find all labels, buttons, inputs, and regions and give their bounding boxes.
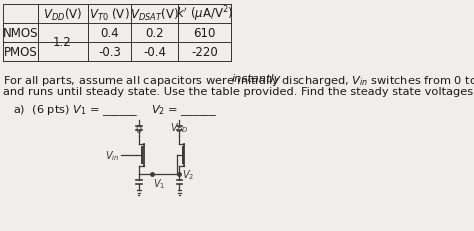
Text: -0.4: -0.4 [143,46,166,59]
Text: 1.2: 1.2 [53,36,72,49]
Text: 0.2: 0.2 [146,27,164,40]
Text: $V_{DD}$: $V_{DD}$ [170,121,189,134]
Text: $V_{T0}$ (V): $V_{T0}$ (V) [89,6,130,22]
Text: 0: 0 [136,125,142,134]
Text: -0.3: -0.3 [98,46,121,59]
Text: $V_2$: $V_2$ [182,167,194,181]
Text: -220: -220 [191,46,218,59]
Text: 610: 610 [193,27,216,40]
Text: $V_{in}$: $V_{in}$ [105,149,119,162]
Text: $V_1$: $V_1$ [154,176,166,190]
Text: $k'$ ($\mu$A/V$^2$): $k'$ ($\mu$A/V$^2$) [176,5,234,24]
Text: a)  (6 pts) $V_1$ = ______    $V_2$ = ______: a) (6 pts) $V_1$ = ______ $V_2$ = ______ [12,103,217,117]
Text: instantly: instantly [232,74,282,84]
Text: PMOS: PMOS [3,46,37,59]
Text: $V_{DD}$(V): $V_{DD}$(V) [43,6,82,22]
Text: $V_{DSAT}$(V): $V_{DSAT}$(V) [130,6,179,22]
Text: 0.4: 0.4 [100,27,119,40]
Text: NMOS: NMOS [2,27,38,40]
Text: For all parts, assume all capacitors were initially discharged, $V_{in}$ switche: For all parts, assume all capacitors wer… [3,74,474,88]
Text: and runs until steady state. Use the table provided. Find the steady state volta: and runs until steady state. Use the tab… [3,87,474,97]
